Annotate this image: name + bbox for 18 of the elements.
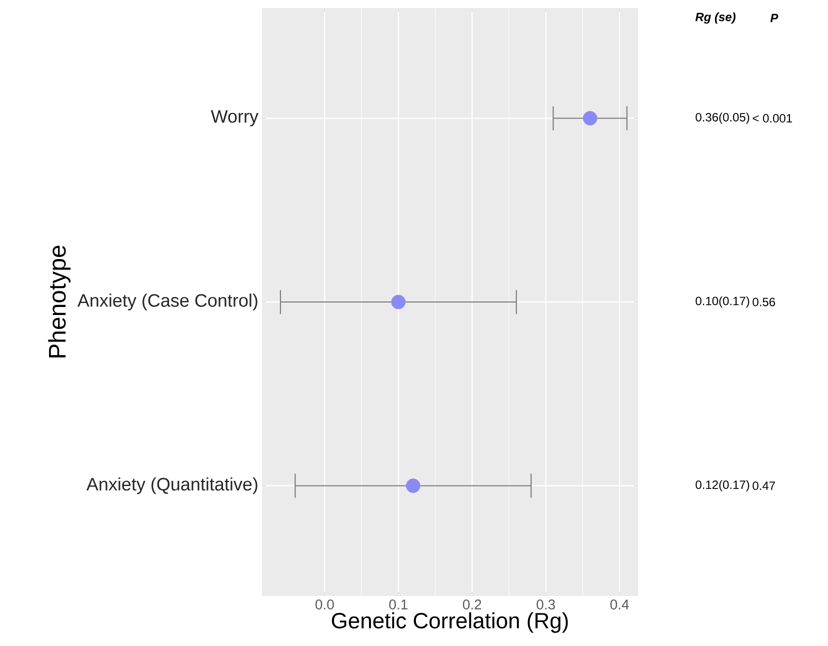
- x-axis-title: Genetic Correlation (Rg): [332, 612, 568, 633]
- y-tick-label: Anxiety (Quantitative): [86, 477, 258, 494]
- text: 0.10(0.17): [696, 296, 750, 308]
- x-tick-label: 0.1: [389, 600, 408, 610]
- text: Rg (se): [695, 12, 736, 24]
- x-tick-label: 0.3: [536, 600, 555, 610]
- text: P: [770, 14, 778, 22]
- x-tick-label: 0.0: [315, 600, 334, 610]
- x-tick-label: 0.4: [610, 600, 629, 610]
- text: < 0.001: [752, 114, 792, 122]
- y-tick-label: Anxiety (Case Control): [77, 294, 258, 310]
- text: 0.47: [752, 482, 775, 490]
- text: 0.12(0.17): [696, 480, 750, 492]
- text: 0.56: [752, 298, 776, 306]
- text: 0.36(0.05): [696, 112, 750, 124]
- x-tick-label: 0.2: [462, 600, 482, 610]
- y-tick-label: Worry: [210, 110, 258, 126]
- y-axis-title: Phenotype: [48, 246, 71, 358]
